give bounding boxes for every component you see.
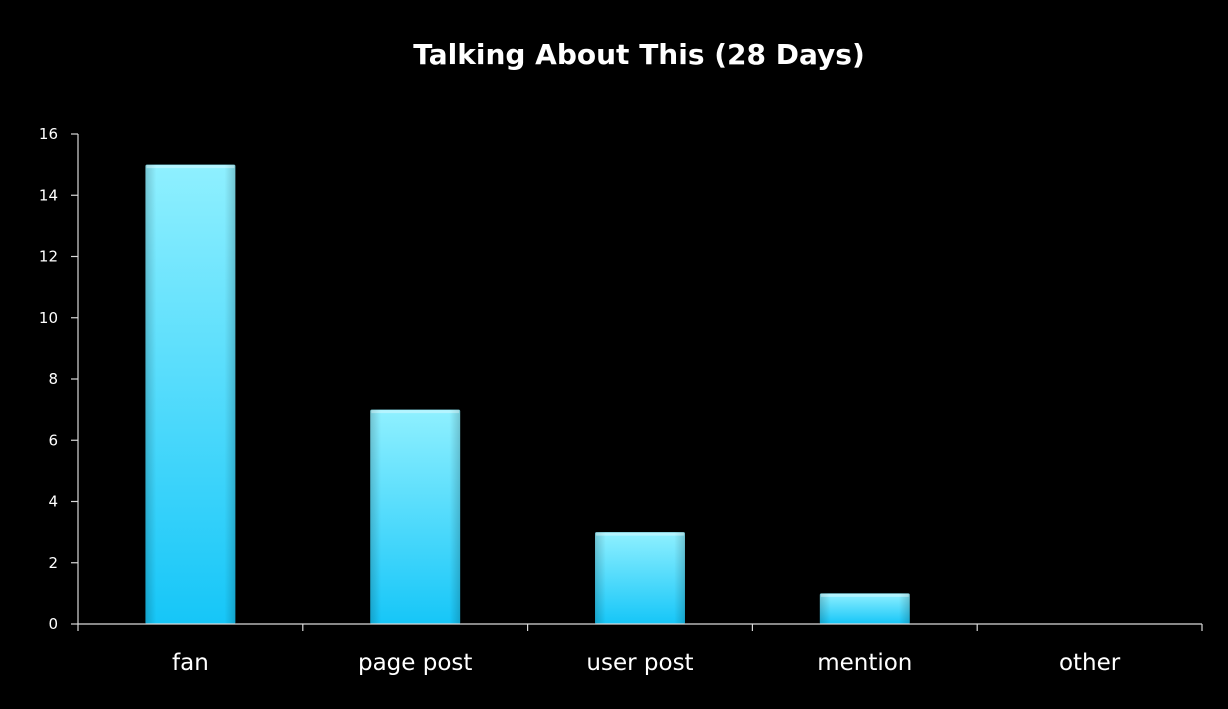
y-tick-label: 4 — [48, 493, 58, 511]
bar-shade — [370, 409, 461, 624]
bar-fan — [145, 164, 236, 624]
bar-mention — [819, 593, 910, 624]
bar-user-post — [595, 532, 685, 624]
chart-title: Talking About This (28 Days) — [413, 38, 865, 71]
y-tick-label: 16 — [39, 125, 58, 143]
x-axis: fan page post user post mention other — [77, 623, 1203, 676]
bars — [145, 164, 910, 624]
y-tick-label: 10 — [39, 309, 58, 327]
x-tick-label: mention — [817, 650, 912, 676]
y-tick-label: 6 — [48, 431, 58, 449]
y-tick-label: 0 — [48, 615, 58, 633]
bar-highlight — [596, 532, 684, 536]
bar-shade — [145, 164, 236, 624]
y-axis: 0 2 4 6 8 10 12 14 16 — [39, 125, 79, 633]
bar-highlight — [371, 410, 460, 414]
y-tick-label: 8 — [48, 370, 58, 388]
bar-shade — [819, 593, 910, 624]
y-tick-label: 2 — [48, 554, 58, 572]
x-tick-label: other — [1059, 650, 1121, 676]
bar-page-post — [370, 409, 461, 624]
y-tick-label: 14 — [39, 186, 58, 204]
bar-highlight — [146, 165, 235, 169]
bar-highlight — [820, 593, 909, 597]
x-tick-label: user post — [586, 650, 693, 676]
x-tick-label: fan — [172, 650, 209, 676]
x-tick-label: page post — [358, 650, 472, 676]
bar-shade — [595, 532, 685, 624]
y-tick-label: 12 — [39, 248, 58, 266]
